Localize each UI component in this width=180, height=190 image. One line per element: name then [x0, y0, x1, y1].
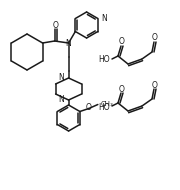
- Text: CH₃: CH₃: [101, 101, 114, 108]
- Text: O: O: [152, 33, 158, 43]
- Text: HO: HO: [98, 102, 110, 112]
- Text: N: N: [58, 96, 64, 105]
- Text: N: N: [58, 74, 64, 82]
- Text: O: O: [152, 81, 158, 89]
- Text: N: N: [101, 14, 107, 23]
- Text: O: O: [119, 37, 125, 47]
- Text: N: N: [66, 39, 71, 48]
- Text: O: O: [119, 85, 125, 93]
- Text: O: O: [53, 21, 58, 29]
- Text: O: O: [86, 103, 92, 112]
- Text: HO: HO: [98, 55, 110, 64]
